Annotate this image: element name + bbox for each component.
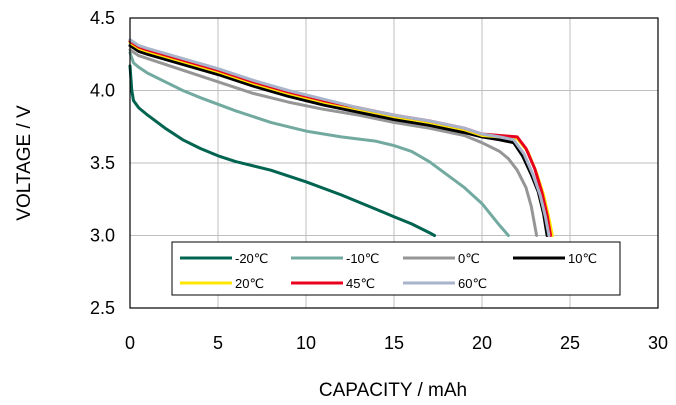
x-tick-label: 0 [125, 333, 135, 353]
series-lines [128, 38, 554, 237]
legend-label-1: -10℃ [346, 251, 379, 266]
plot-frame [129, 17, 659, 309]
x-tick-label: 30 [648, 333, 668, 353]
y-tick-label: 3.0 [90, 226, 115, 246]
legend-label-2: 0℃ [458, 251, 480, 266]
legend-box [171, 241, 621, 296]
x-tick-label: 15 [384, 333, 404, 353]
y-tick-label: 2.5 [90, 298, 115, 318]
series-line-3 [128, 44, 549, 237]
x-tick-label: 5 [213, 333, 223, 353]
series-line-2 [128, 48, 539, 237]
y-tick-label: 4.5 [90, 8, 115, 28]
y-tick-label: 3.5 [90, 153, 115, 173]
legend-label-3: 10℃ [568, 251, 597, 266]
x-tick-labels: 0 5 10 15 20 25 30 [125, 333, 668, 353]
legend-label-5: 45℃ [346, 276, 375, 291]
y-tick-label: 4.0 [90, 81, 115, 101]
x-tick-label: 10 [296, 333, 316, 353]
series-line-0 [128, 64, 436, 237]
x-tick-label: 20 [472, 333, 492, 353]
series-line-1 [128, 51, 510, 237]
grid [130, 18, 658, 308]
y-axis-label: VOLTAGE / V [14, 105, 35, 221]
legend: -20℃ -10℃ 0℃ 10℃ 20℃ 45℃ 60℃ [171, 241, 621, 296]
x-tick-label: 25 [560, 333, 580, 353]
y-tick-labels: 2.5 3.0 3.5 4.0 4.5 [90, 8, 115, 318]
legend-label-0: -20℃ [235, 251, 268, 266]
x-axis-label: CAPACITY / mAh [319, 380, 467, 401]
series-line-6 [128, 38, 551, 237]
legend-label-6: 60℃ [458, 276, 487, 291]
legend-label-4: 20℃ [235, 276, 264, 291]
